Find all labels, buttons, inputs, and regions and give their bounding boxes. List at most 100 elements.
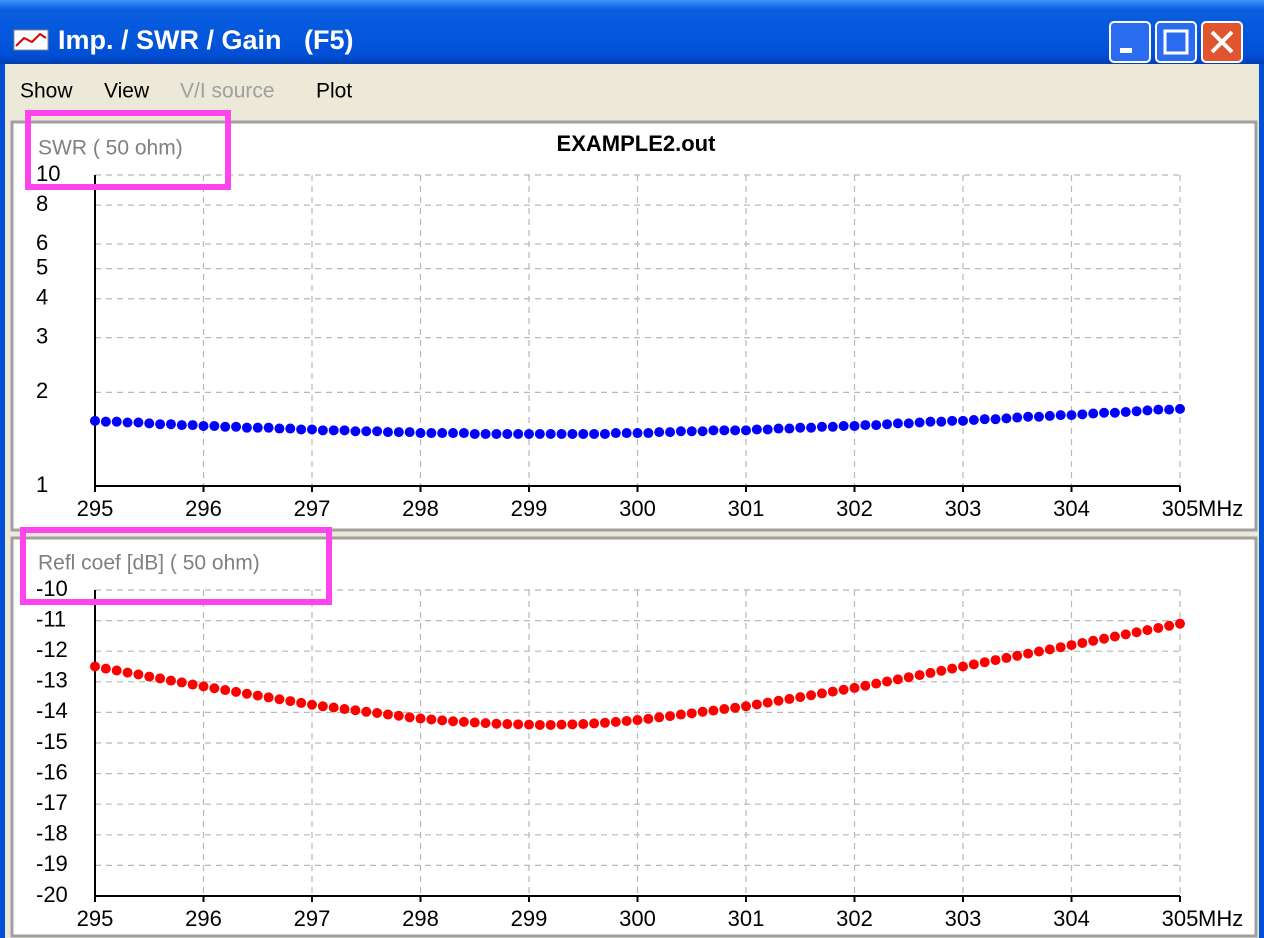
- data-point: [979, 414, 990, 425]
- data-point: [1023, 648, 1034, 659]
- data-point: [155, 419, 166, 430]
- minimize-button[interactable]: [1109, 21, 1151, 63]
- data-point: [849, 682, 860, 693]
- data-point: [556, 428, 567, 439]
- data-point: [176, 420, 187, 431]
- data-point: [1055, 410, 1066, 421]
- y-tick-label: -15: [36, 729, 68, 754]
- data-point: [252, 422, 263, 433]
- data-point: [241, 688, 252, 699]
- data-point: [317, 425, 328, 436]
- y-tick-label: 10: [36, 161, 60, 186]
- data-point: [849, 420, 860, 431]
- data-point: [708, 705, 719, 716]
- data-point: [1077, 409, 1088, 420]
- menu-item[interactable]: Plot: [316, 80, 352, 103]
- data-point: [665, 711, 676, 722]
- data-point: [871, 420, 882, 431]
- data-point: [285, 423, 296, 434]
- data-point: [361, 706, 372, 717]
- data-point: [643, 428, 654, 439]
- x-tick-label: 295: [77, 906, 114, 931]
- data-point: [133, 669, 144, 680]
- close-button[interactable]: [1201, 21, 1243, 63]
- data-point: [1023, 411, 1034, 422]
- data-point: [610, 716, 621, 727]
- data-point: [903, 418, 914, 429]
- data-point: [187, 420, 198, 431]
- data-point: [1012, 650, 1023, 661]
- data-point: [122, 417, 133, 428]
- menu-item[interactable]: Show: [20, 80, 73, 103]
- data-point: [990, 414, 1001, 425]
- data-point: [339, 425, 350, 436]
- x-tick-label: 299: [511, 496, 548, 521]
- x-tick-label: 305: [1162, 496, 1199, 521]
- data-point: [751, 699, 762, 710]
- data-point: [274, 423, 285, 434]
- data-point: [1175, 403, 1185, 414]
- y-tick-label: -12: [36, 637, 68, 662]
- data-point: [914, 417, 925, 428]
- data-point: [806, 422, 817, 433]
- data-point: [1033, 646, 1044, 657]
- maximize-button[interactable]: [1155, 21, 1197, 63]
- data-point: [925, 416, 936, 427]
- data-point: [578, 719, 589, 730]
- menu-item[interactable]: View: [104, 80, 150, 103]
- data-point: [513, 428, 524, 439]
- data-point: [947, 415, 958, 426]
- data-point: [317, 701, 328, 712]
- data-point: [871, 678, 882, 689]
- data-point: [784, 423, 795, 434]
- data-point: [1012, 412, 1023, 423]
- data-point: [1164, 620, 1175, 631]
- data-point: [382, 709, 393, 720]
- data-point: [730, 425, 741, 436]
- data-point: [448, 716, 459, 727]
- data-point: [1099, 407, 1110, 418]
- data-point: [176, 677, 187, 688]
- data-point: [892, 674, 903, 685]
- data-point: [599, 428, 610, 439]
- data-point: [415, 428, 426, 439]
- data-point: [827, 421, 838, 432]
- data-point: [1131, 406, 1142, 417]
- data-point: [654, 712, 665, 723]
- data-point: [209, 683, 220, 694]
- x-tick-label: 302: [836, 496, 873, 521]
- data-point: [231, 686, 242, 697]
- data-point: [947, 663, 958, 674]
- data-point: [1055, 642, 1066, 653]
- data-point: [838, 420, 849, 431]
- y-tick-label: -16: [36, 759, 68, 784]
- data-point: [719, 425, 730, 436]
- data-point: [252, 690, 263, 701]
- y-tick-label: -20: [36, 882, 68, 907]
- data-point: [502, 428, 513, 439]
- data-point: [773, 423, 784, 434]
- y-tick-label: -10: [36, 576, 68, 601]
- data-point: [1153, 622, 1164, 633]
- menu-item: V/I source: [180, 80, 275, 103]
- data-point: [762, 697, 773, 708]
- data-point: [610, 428, 621, 439]
- data-point: [1142, 625, 1153, 636]
- data-point: [751, 424, 762, 435]
- plots: 1 2 3 4 56 8 10 295 296 297 298 299 300 301 302 303 304 3…: [36, 131, 1243, 931]
- data-point: [122, 667, 133, 678]
- data-point: [491, 428, 502, 439]
- data-point: [968, 415, 979, 426]
- data-point: [187, 679, 198, 690]
- data-point: [1088, 635, 1099, 646]
- data-point: [241, 422, 252, 433]
- data-point: [708, 425, 719, 436]
- y-tick-label: -19: [36, 851, 68, 876]
- data-point: [578, 428, 589, 439]
- chart-panel: [10, 120, 1258, 532]
- data-point: [1088, 408, 1099, 419]
- y-tick-label: 8: [36, 191, 48, 216]
- data-point: [502, 719, 513, 730]
- data-point: [534, 719, 545, 730]
